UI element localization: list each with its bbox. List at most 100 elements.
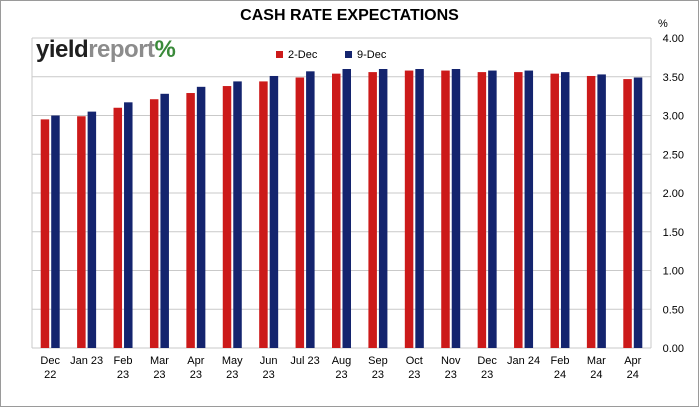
x-tick-label-line: Mar — [150, 355, 169, 367]
x-tick-label-line: Dec — [477, 355, 497, 367]
y-tick-label: 3.50 — [663, 72, 684, 84]
x-tick-label-line: 24 — [590, 369, 602, 381]
bar-2-dec — [222, 86, 232, 349]
x-tick-label-line: Feb — [114, 355, 133, 367]
bar-9-dec — [560, 72, 570, 348]
bar-2-dec — [332, 73, 341, 349]
bar-9-dec — [633, 77, 643, 349]
x-tick-label-line: 23 — [190, 369, 202, 381]
bar-9-dec — [488, 70, 497, 349]
x-tick-label-line: Jun — [260, 355, 278, 367]
bar-2-dec — [77, 116, 86, 349]
logo-text-yield: yield — [36, 36, 89, 63]
y-tick-label: 2.50 — [663, 149, 684, 161]
y-tick-label: 4.00 — [663, 33, 684, 45]
x-tick-label-line: 23 — [335, 369, 347, 381]
x-tick-label: Mar 23 — [150, 355, 169, 381]
x-tick-label-line: 23 — [153, 369, 165, 381]
x-tick-label-line: 23 — [117, 369, 129, 381]
x-tick-label: Apr 24 — [624, 355, 641, 381]
x-tick-label-line: 23 — [445, 369, 457, 381]
x-tick-label: Feb 23 — [114, 355, 133, 381]
y-tick-label: 2.00 — [663, 188, 684, 200]
y-tick-label: 0.00 — [663, 343, 684, 355]
bar-9-dec — [524, 70, 534, 349]
bar-2-dec — [149, 99, 159, 348]
y-tick-label: 3.00 — [663, 111, 684, 123]
x-tick-label-line: Jan 24 — [507, 355, 540, 367]
bar-2-dec — [113, 107, 123, 348]
bar-9-dec — [196, 86, 206, 348]
x-tick-label-line: 23 — [263, 369, 275, 381]
legend-label: 9-Dec — [357, 49, 387, 61]
bar-2-dec — [514, 72, 523, 348]
bar-2-dec — [186, 93, 195, 349]
y-tick-label: 1.50 — [663, 227, 684, 239]
x-tick-label: Dec 23 — [477, 355, 497, 381]
x-tick-label-line: 23 — [408, 369, 420, 381]
x-tick-label-line: Apr — [187, 355, 204, 367]
bar-9-dec — [124, 102, 133, 348]
logo-text-report: report — [88, 36, 155, 63]
bar-9-dec — [378, 69, 388, 348]
x-tick-label: Oct 23 — [406, 355, 423, 381]
x-tick-label: Dec 22 — [40, 355, 60, 381]
bar-2-dec — [477, 72, 487, 348]
x-tick-label-line: Aug — [332, 355, 352, 367]
x-tick-label: Apr 23 — [187, 355, 204, 381]
bar-9-dec — [269, 75, 279, 348]
x-tick-label-line: Dec — [40, 355, 60, 367]
bar-2-dec — [623, 79, 632, 348]
x-tick-label: Jul 23 — [290, 355, 319, 367]
logo-percent: % — [154, 36, 176, 63]
x-tick-label: Aug 23 — [332, 355, 352, 381]
x-tick-label-line: Nov — [441, 355, 461, 367]
bar-2-dec — [441, 70, 450, 349]
legend-swatch — [345, 51, 352, 58]
x-tick-label: Jan 24 — [507, 355, 540, 367]
bar-2-dec — [586, 75, 596, 348]
x-tick-label: Mar 24 — [587, 355, 606, 381]
bar-2-dec — [259, 81, 268, 349]
bar-9-dec — [597, 74, 606, 349]
bar-9-dec — [415, 69, 424, 348]
chart-title: CASH RATE EXPECTATIONS — [240, 7, 459, 24]
bar-9-dec — [451, 69, 461, 348]
x-tick-label: Nov 23 — [441, 355, 461, 381]
y-tick-label: 0.50 — [663, 304, 684, 316]
x-tick-label: Sep 23 — [368, 355, 388, 381]
bar-9-dec — [233, 81, 242, 349]
bar-2-dec — [404, 70, 414, 349]
x-tick-label-line: May — [222, 355, 243, 367]
x-tick-label: Jan 23 — [70, 355, 103, 367]
bar-9-dec — [160, 93, 169, 348]
x-tick-label: Jun 23 — [260, 355, 278, 381]
bar-9-dec — [306, 71, 315, 348]
x-tick-label-line: Oct — [406, 355, 423, 367]
legend-swatch — [276, 51, 283, 58]
x-tick-label-line: Apr — [624, 355, 641, 367]
bar-2-dec — [295, 77, 305, 349]
bar-2-dec — [368, 72, 377, 348]
legend-label: 2-Dec — [288, 49, 318, 61]
x-tick-label-line: Jul 23 — [290, 355, 319, 367]
x-tick-label-line: Jan 23 — [70, 355, 103, 367]
y-axis-unit: % — [658, 18, 668, 30]
bar-2-dec — [40, 119, 50, 348]
bar-9-dec — [342, 69, 351, 348]
x-tick-label-line: Feb — [550, 355, 569, 367]
yieldreport-logo: yieldreport% — [36, 36, 176, 64]
x-tick-label-line: 22 — [44, 369, 56, 381]
bar-9-dec — [87, 111, 97, 348]
bar-2-dec — [550, 73, 559, 349]
x-tick-label-line: 23 — [372, 369, 384, 381]
x-tick-label: May 23 — [222, 355, 243, 381]
x-tick-label-line: 23 — [481, 369, 493, 381]
x-tick-label-line: 24 — [627, 369, 639, 381]
x-tick-label-line: 24 — [554, 369, 566, 381]
x-tick-label-line: Sep — [368, 355, 388, 367]
y-tick-label: 1.00 — [663, 266, 684, 278]
x-tick-label-line: Mar — [587, 355, 606, 367]
x-tick-label: Feb 24 — [550, 355, 569, 381]
